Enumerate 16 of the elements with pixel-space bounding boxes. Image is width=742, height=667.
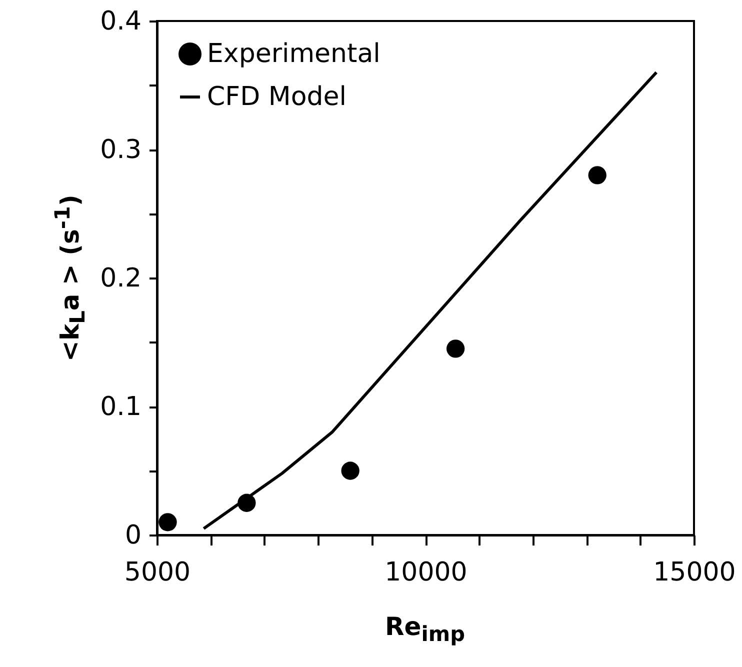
y-tick-label: 0: [124, 520, 142, 550]
point: [446, 340, 465, 358]
y-tick-label: 0.2: [100, 264, 142, 294]
x-tick-label: 5000: [124, 558, 191, 588]
point: [341, 462, 360, 480]
point: [588, 166, 606, 184]
x-tick-label: 10000: [384, 558, 468, 588]
legend-label: Experimental: [207, 39, 380, 69]
y-tick-label: 0.3: [100, 135, 142, 165]
point: [158, 513, 177, 532]
y-tick-label: 0.1: [100, 392, 142, 422]
x-tick-label: 15000: [653, 558, 736, 588]
x-axis-title: Re$_{imp}$: [385, 612, 465, 646]
y-tick-label: 0.4: [100, 6, 142, 36]
legend-label: CFD Model: [207, 82, 346, 112]
line-series: [202, 70, 658, 530]
